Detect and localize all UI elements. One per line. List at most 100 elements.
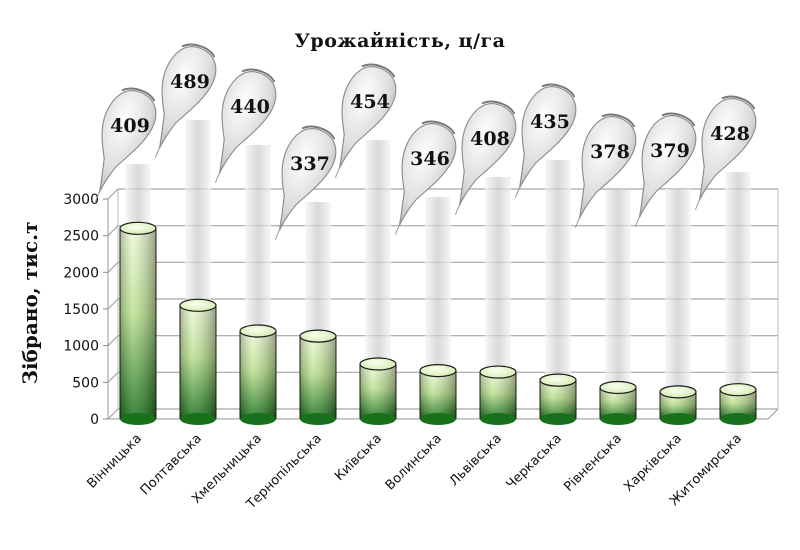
bar-shade [480, 372, 516, 419]
sugar-beet-crown [361, 63, 396, 78]
bar-shade [420, 370, 456, 419]
bar-cap [479, 365, 517, 379]
sugar-beet-tail [514, 184, 522, 198]
sugar-beet-tail [334, 164, 342, 178]
yield-label: 440 [230, 96, 270, 118]
bar [359, 357, 397, 425]
sugar-beet-icon [514, 83, 577, 198]
y-tick-label: 3000 [63, 192, 99, 208]
sugar-beet-icon [154, 43, 217, 158]
sugar-beet-crown [181, 43, 216, 58]
yield-label: 409 [110, 115, 150, 137]
bar [299, 329, 337, 425]
sugar-beet-icon [334, 63, 397, 178]
bar-base [300, 413, 336, 425]
bar [419, 364, 457, 425]
bar [479, 365, 517, 425]
x-tick-label: Київська [332, 431, 385, 484]
sugar-beet-tail [394, 221, 402, 235]
bar-cap [719, 383, 757, 397]
yield-label: 379 [650, 140, 690, 162]
bar-shade [240, 331, 276, 419]
sugar-beet-tail [454, 201, 462, 215]
yield-label: 435 [530, 111, 570, 133]
sugar-beet-crown [721, 95, 756, 110]
bar-base [240, 413, 276, 425]
y-tick-label: 1000 [63, 339, 99, 355]
x-tick-label: Львівська [447, 431, 505, 489]
sugar-beet-crown [481, 100, 516, 115]
bar-outline [659, 391, 697, 419]
bar-cap [179, 298, 217, 312]
yield-label: 408 [470, 128, 510, 150]
bar-base [120, 413, 156, 425]
bar-outline [719, 389, 757, 419]
sugar-beet-icon [694, 95, 757, 210]
bar-shaft [725, 172, 751, 413]
y-tick-label: 1500 [63, 302, 99, 318]
sugar-beet-tail [574, 214, 582, 228]
yield-label: 378 [590, 141, 630, 163]
bar-cap [359, 357, 397, 371]
bar-cap [239, 324, 277, 338]
yield-label: 428 [710, 123, 750, 145]
bar-base [420, 413, 456, 425]
chart-title: Урожайність, ц/га [294, 30, 506, 52]
sugar-beet-tail [214, 169, 222, 183]
bar-base [180, 413, 216, 425]
bar-outline [479, 372, 517, 419]
bar-cap [539, 373, 577, 387]
bar [539, 373, 577, 425]
sugar-beet-crown [121, 87, 156, 102]
sugar-beet-crown [301, 125, 336, 140]
y-tick-label: 2500 [63, 229, 99, 245]
yield-label: 346 [410, 148, 450, 170]
bar-shaft [665, 189, 691, 413]
sugar-beet-tail [94, 188, 102, 202]
sugar-beet-icon [274, 125, 337, 240]
sugar-beet-tail [154, 144, 162, 158]
sugar-beet-icon [634, 112, 697, 227]
sugar-beet-crown [421, 120, 456, 135]
y-tick-label: 500 [72, 375, 99, 391]
bar-shade [300, 336, 336, 419]
x-tick-label: Черкаська [504, 431, 565, 492]
bar-base [540, 413, 576, 425]
sugar-beet-icon [574, 113, 637, 228]
sugar-beet-icon [394, 120, 457, 235]
x-tick-label: Волинська [383, 431, 445, 493]
x-tick-label: Харківська [621, 431, 685, 495]
sugar-beet-crown [541, 83, 576, 98]
bar-shade [180, 305, 216, 419]
bar-base [600, 413, 636, 425]
bar [179, 298, 217, 425]
bar-outline [419, 370, 457, 419]
x-tick-label: Полтавська [138, 431, 205, 498]
bar [659, 385, 697, 425]
sugar-beet-icon [214, 68, 277, 183]
bar [119, 221, 157, 425]
x-tick-label: Вінницька [85, 431, 145, 491]
bar-cap [419, 364, 457, 378]
bar-cap [599, 380, 637, 395]
bar-cap [119, 221, 157, 235]
y-tick-label: 2000 [63, 265, 99, 281]
bar-cap [659, 385, 697, 399]
yield-label: 337 [290, 153, 330, 175]
bar [239, 324, 277, 425]
yield-label: 489 [170, 71, 210, 93]
bar-base [480, 413, 516, 425]
bar [719, 383, 757, 425]
sugar-beet-crown [241, 68, 276, 83]
bar-outline [299, 336, 337, 419]
yield-label: 454 [350, 91, 390, 113]
sugar-beet-crown [601, 113, 636, 128]
sugar-beet-crown [661, 112, 696, 127]
bar-shade [120, 228, 156, 419]
bar-outline [239, 331, 277, 419]
bar-outline [359, 364, 397, 419]
bar-shaft [545, 160, 571, 413]
bar-cap [299, 329, 337, 343]
